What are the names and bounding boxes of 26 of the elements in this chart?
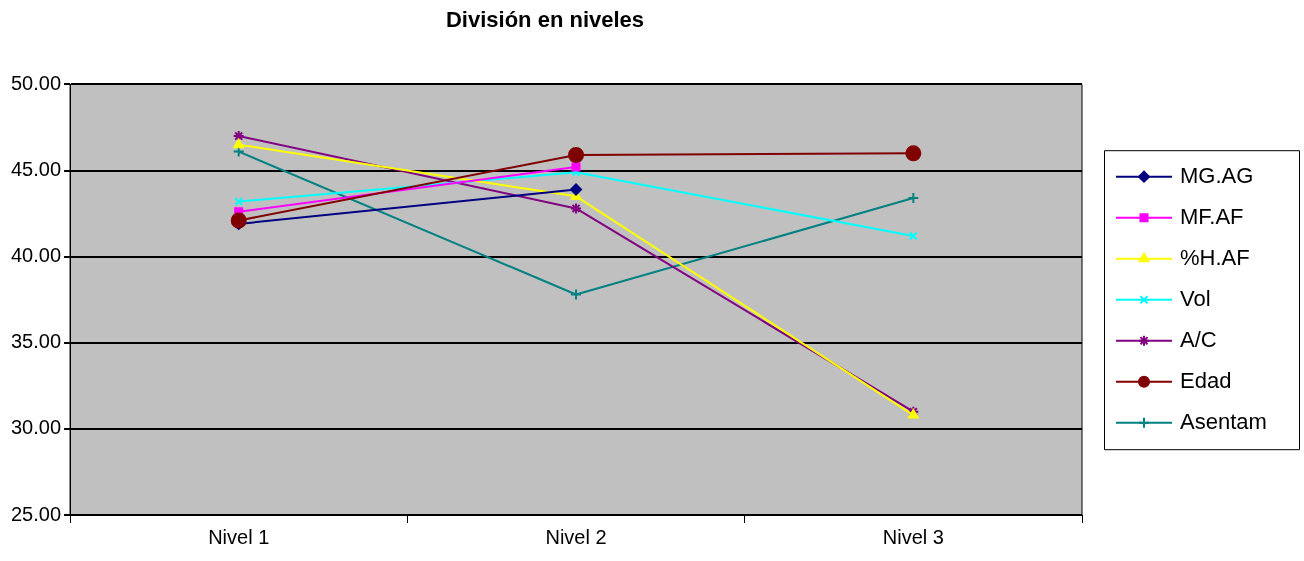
y-tick-label: 30.00 [10, 416, 62, 439]
legend-label: %H.AF [1180, 244, 1250, 270]
legend-label: MG.AG [1180, 162, 1254, 188]
point [230, 212, 247, 229]
legend-label: A/C [1180, 326, 1217, 352]
y-tick-label: 45.00 [10, 158, 62, 181]
legend-label: Vol [1180, 285, 1211, 311]
point [233, 138, 245, 149]
x-tick-label: Nivel 1 [208, 525, 270, 548]
legend-label: MF.AF [1180, 203, 1244, 229]
point [571, 162, 581, 172]
legend-label: Asentam [1180, 408, 1267, 434]
point [905, 145, 922, 162]
y-tick-label: 25.00 [10, 502, 62, 525]
point [908, 231, 918, 241]
point [908, 409, 919, 419]
chart-title: División en niveles [445, 7, 645, 33]
x-tick-label: Nivel 3 [882, 525, 944, 548]
y-tick-label: 40.00 [10, 244, 62, 267]
legend-label: Edad [1180, 367, 1232, 393]
y-tick-label: 35.00 [10, 330, 62, 353]
point [568, 147, 585, 164]
x-tick-label: Nivel 2 [545, 525, 607, 548]
y-tick-label: 50.00 [10, 71, 62, 94]
point [234, 196, 244, 207]
point [570, 183, 583, 196]
